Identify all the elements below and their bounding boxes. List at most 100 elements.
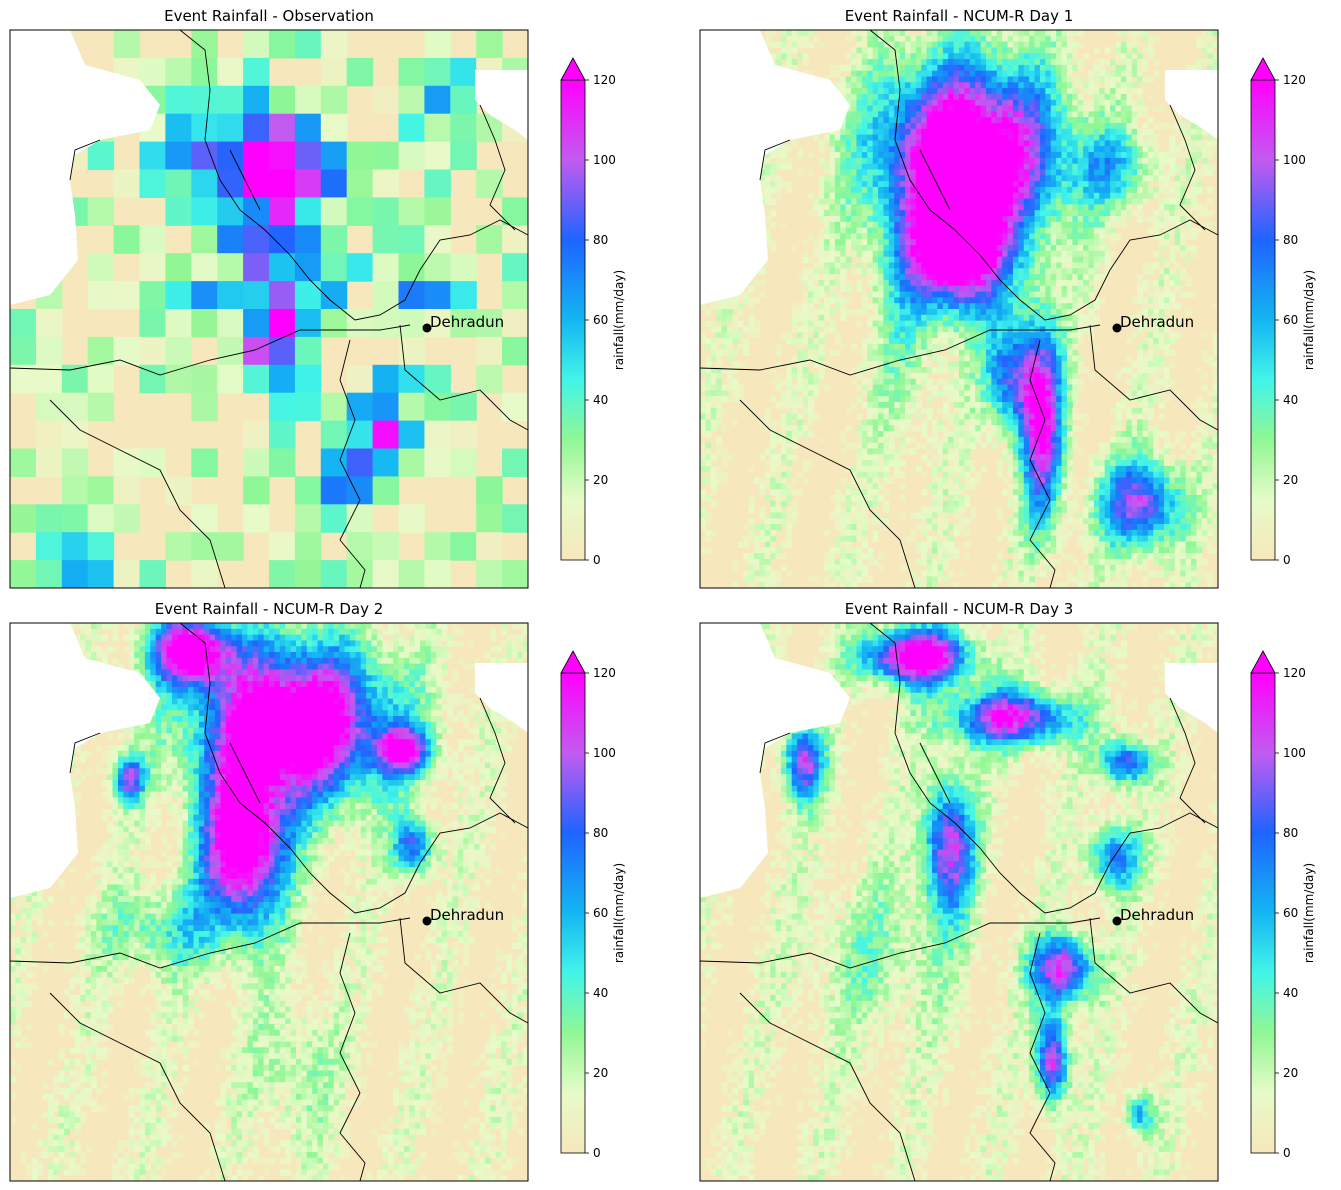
city-label: Dehradun: [430, 906, 504, 924]
boundary-line: [399, 324, 528, 431]
boundary-line: [739, 399, 916, 588]
rainfall-field: [700, 623, 1218, 1181]
colorbar-tick-label: 80: [1283, 233, 1298, 247]
colorbar-tick-label: 100: [593, 153, 616, 167]
city-label: Dehradun: [1120, 906, 1194, 924]
colorbar-tick-label: 60: [1283, 906, 1298, 920]
panel-title: Event Rainfall - Observation: [164, 7, 374, 25]
city-label: Dehradun: [430, 313, 504, 331]
boundary-line: [869, 30, 1218, 321]
dehradun-marker: [422, 916, 432, 926]
colorbar-tick-label: 40: [1283, 393, 1298, 407]
colorbar-label: rainfall(mm/day): [1302, 270, 1316, 370]
colorbar-tick-label: 0: [593, 553, 601, 567]
boundary-line: [69, 732, 261, 804]
no-data-region-east: [1165, 663, 1218, 733]
colorbar-tick-label: 40: [593, 393, 608, 407]
boundary-line: [339, 932, 366, 1181]
city-label: Dehradun: [1120, 313, 1194, 331]
rainfall-field: [10, 30, 528, 588]
no-data-region-east: [475, 663, 528, 733]
dehradun-marker: [422, 323, 432, 333]
colorbar-tick-label: 20: [1283, 473, 1298, 487]
colorbar-tick-label: 120: [593, 73, 616, 87]
panel-title: Event Rainfall - NCUM-R Day 2: [155, 600, 384, 618]
boundary-line: [1089, 324, 1218, 431]
colorbar-extend-arrow: [1250, 650, 1276, 674]
colorbar-tick-label: 60: [593, 313, 608, 327]
colorbar-tick-label: 0: [1283, 1146, 1291, 1160]
map-panel-1: Event Rainfall - Observation Dehradun 0 20 4…: [9, 7, 626, 589]
boundary-line: [869, 623, 1218, 914]
colorbar: 0 20 40 60 80 100 120 rainfall(mm/day): [1250, 57, 1316, 567]
colorbar-tick-label: 80: [593, 233, 608, 247]
rainfall-field: [700, 30, 1218, 588]
colorbar-tick-label: 100: [1283, 746, 1306, 760]
boundary-line: [1029, 339, 1056, 588]
colorbar-tick-label: 20: [1283, 1066, 1298, 1080]
no-data-region-west: [10, 30, 160, 305]
map-frame: [9, 29, 529, 589]
boundary-line: [10, 324, 411, 376]
boundary-line: [399, 917, 528, 1024]
boundary-line: [49, 399, 226, 588]
no-data-region-west: [10, 623, 160, 898]
colorbar-label: rainfall(mm/day): [612, 270, 626, 370]
colorbar-gradient: [1250, 79, 1276, 561]
colorbar: 0 20 40 60 80 100 120 rainfall(mm/day): [560, 57, 626, 567]
boundary-line: [1089, 917, 1218, 1024]
boundary-line: [700, 324, 1101, 376]
colorbar: 0 20 40 60 80 100 120 rainfall(mm/day): [1250, 650, 1316, 1160]
no-data-region-west: [700, 30, 850, 305]
rainfall-field: [10, 623, 528, 1181]
boundary-line: [339, 339, 366, 588]
colorbar-tick-label: 60: [1283, 313, 1298, 327]
colorbar-tick-label: 100: [593, 746, 616, 760]
no-data-region-west: [700, 623, 850, 898]
boundary-line: [739, 992, 916, 1181]
map-frame: [9, 622, 529, 1182]
colorbar-tick-label: 80: [593, 826, 608, 840]
map-panel-4: Event Rainfall - NCUM-R Day 3 Dehradun 0 20…: [699, 600, 1316, 1182]
boundary-line: [49, 992, 226, 1181]
panel-title: Event Rainfall - NCUM-R Day 3: [845, 600, 1074, 618]
colorbar-tick-label: 40: [593, 986, 608, 1000]
colorbar-extend-arrow: [560, 57, 586, 81]
colorbar-tick-label: 0: [593, 1146, 601, 1160]
boundary-line: [10, 917, 411, 969]
colorbar-extend-arrow: [560, 650, 586, 674]
colorbar-tick-label: 120: [1283, 666, 1306, 680]
colorbar-gradient: [560, 672, 586, 1154]
boundary-line: [179, 30, 528, 321]
colorbar-tick-label: 100: [1283, 153, 1306, 167]
colorbar: 0 20 40 60 80 100 120 rainfall(mm/day): [560, 650, 626, 1160]
boundary-line: [759, 139, 951, 211]
no-data-region-east: [475, 70, 528, 140]
map-panel-2: Event Rainfall - NCUM-R Day 1 Dehradun 0 20…: [699, 7, 1316, 589]
colorbar-extend-arrow: [1250, 57, 1276, 81]
panel-title: Event Rainfall - NCUM-R Day 1: [845, 7, 1074, 25]
boundary-line: [179, 623, 528, 914]
map-panel-3: Event Rainfall - NCUM-R Day 2 Dehradun 0 20…: [9, 600, 626, 1182]
dehradun-marker: [1112, 916, 1122, 926]
colorbar-gradient: [560, 79, 586, 561]
map-frame: [699, 622, 1219, 1182]
colorbar-tick-label: 40: [1283, 986, 1298, 1000]
colorbar-tick-label: 20: [593, 1066, 608, 1080]
colorbar-gradient: [1250, 672, 1276, 1154]
boundary-line: [479, 697, 516, 824]
boundary-line: [1029, 932, 1056, 1181]
boundary-line: [1169, 697, 1206, 824]
colorbar-tick-label: 20: [593, 473, 608, 487]
boundary-line: [759, 732, 951, 804]
dehradun-marker: [1112, 323, 1122, 333]
boundary-line: [69, 139, 261, 211]
no-data-region-east: [1165, 70, 1218, 140]
colorbar-tick-label: 120: [1283, 73, 1306, 87]
colorbar-tick-label: 120: [593, 666, 616, 680]
boundary-line: [700, 917, 1101, 969]
colorbar-tick-label: 60: [593, 906, 608, 920]
colorbar-tick-label: 80: [1283, 826, 1298, 840]
colorbar-label: rainfall(mm/day): [612, 863, 626, 963]
